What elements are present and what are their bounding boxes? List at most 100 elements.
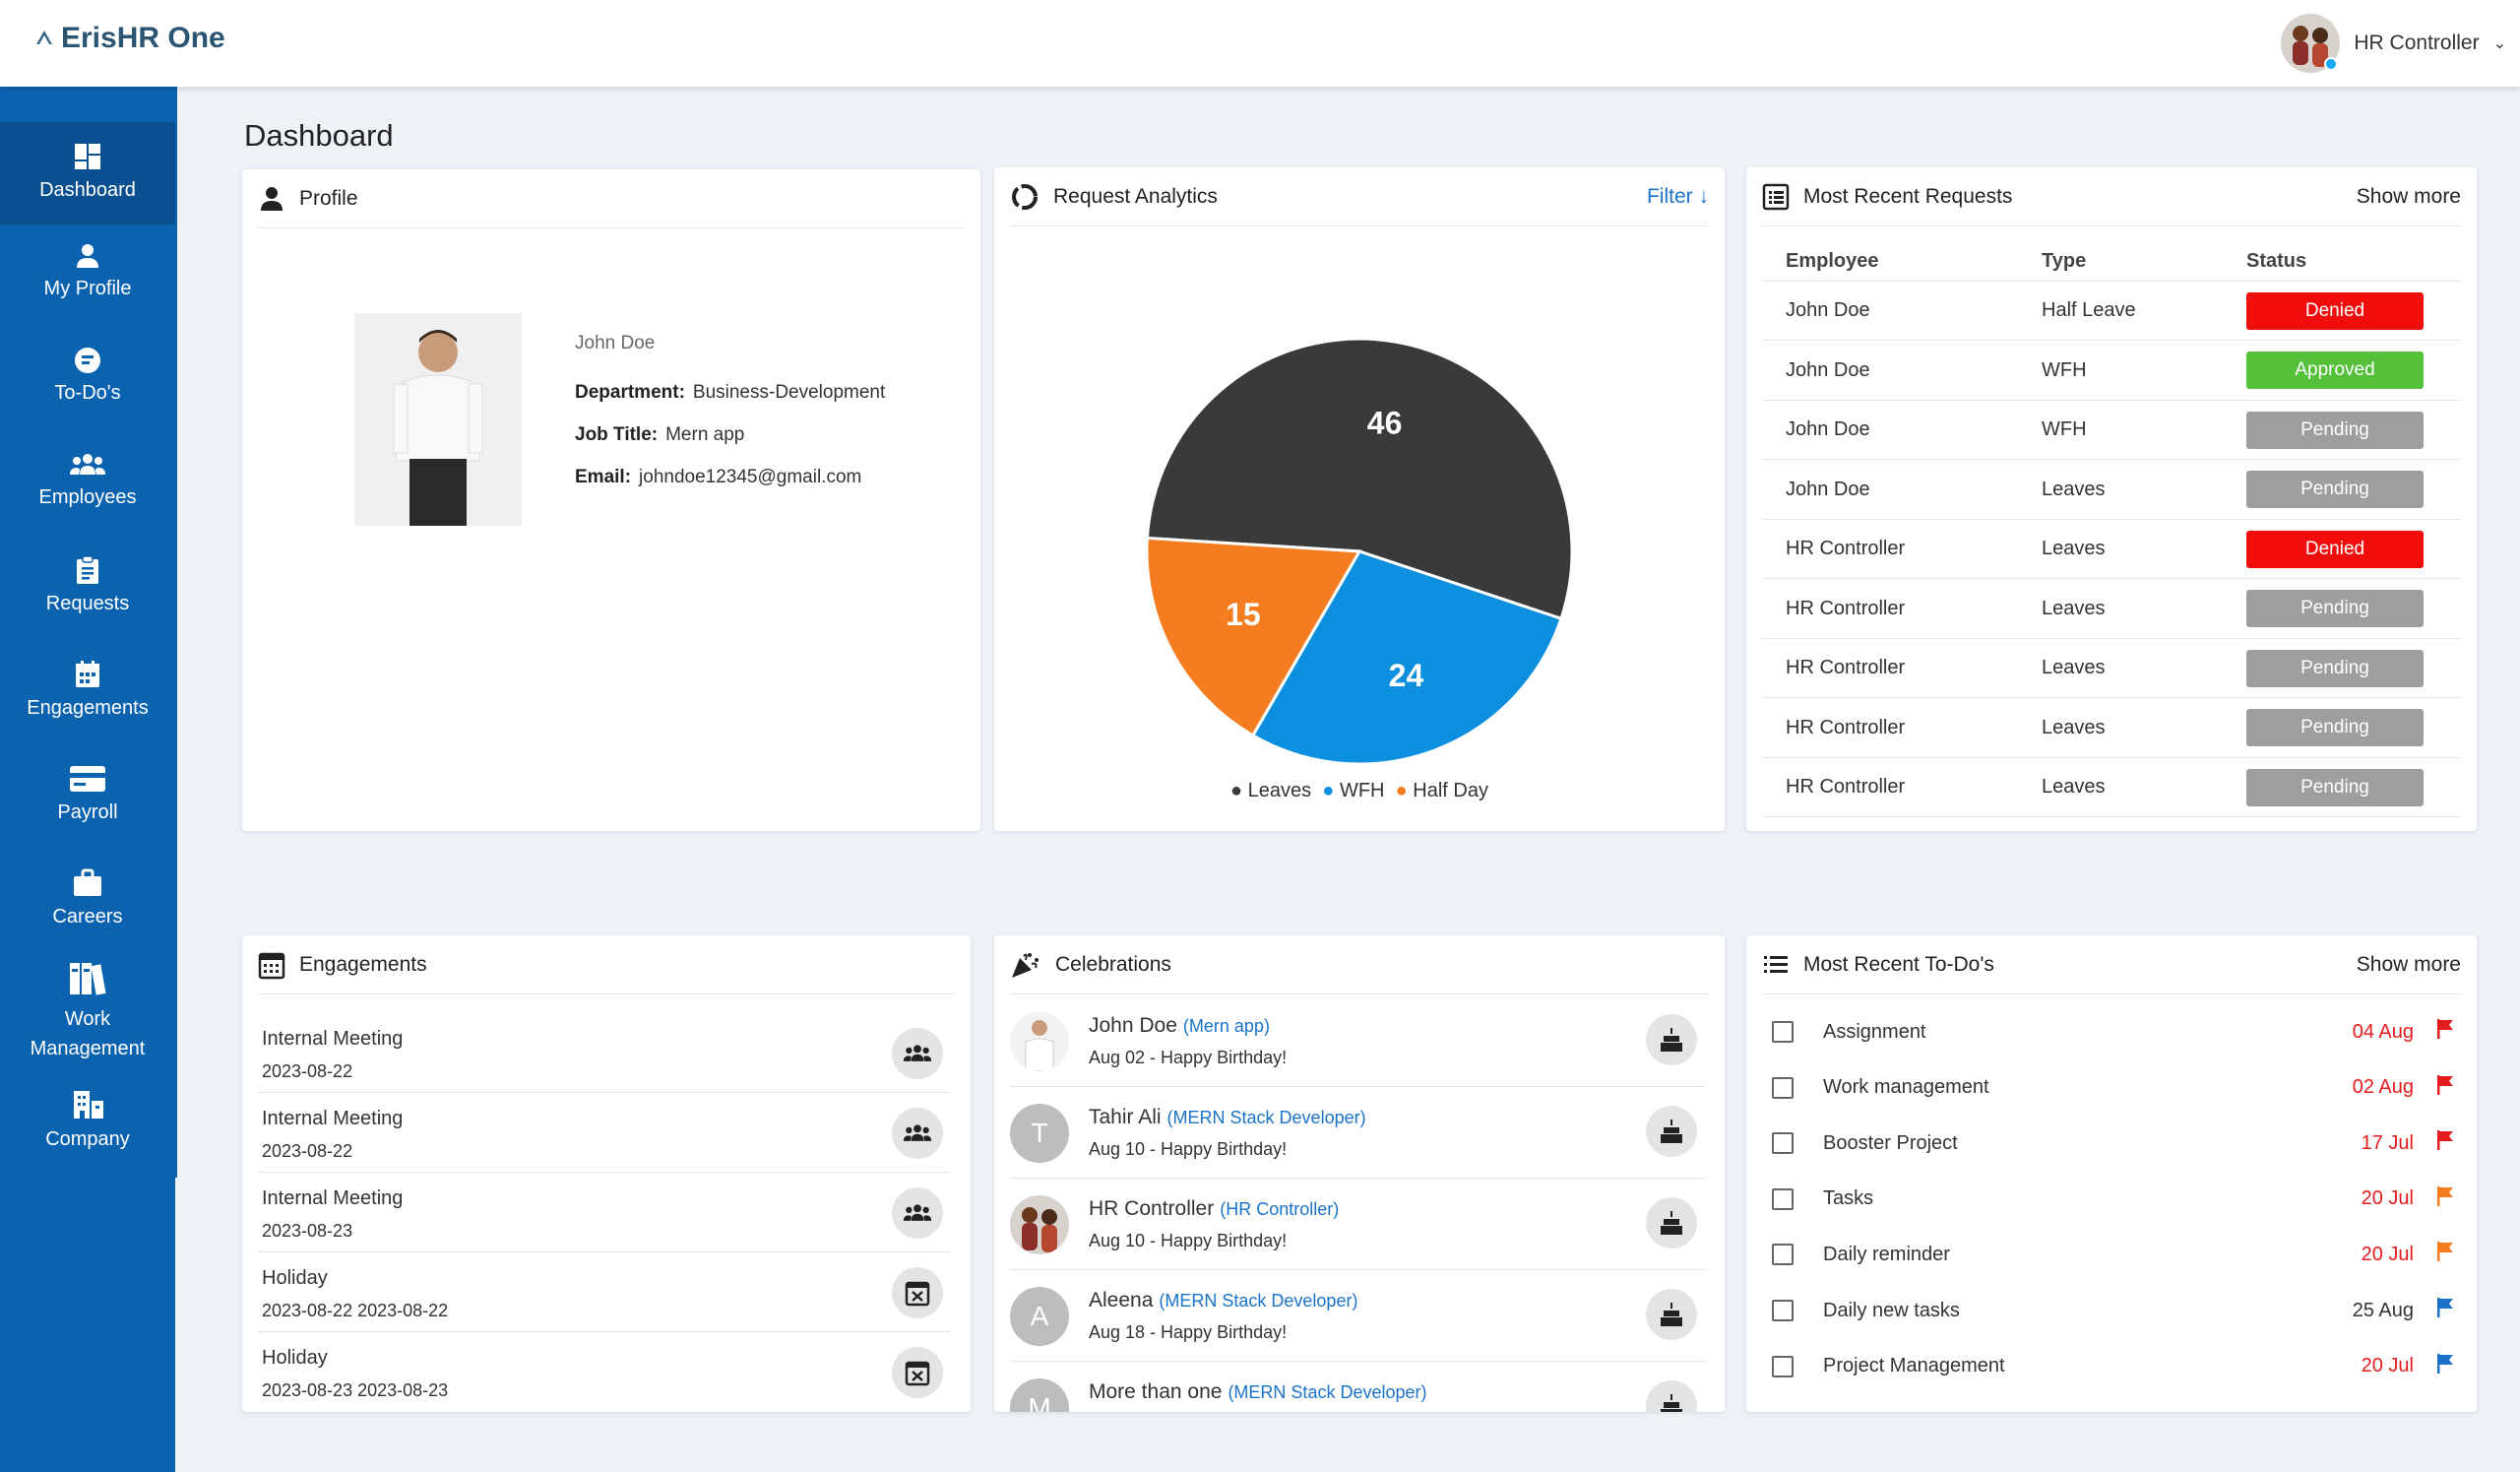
sidebar-item-payroll[interactable]: Payroll <box>0 764 175 824</box>
status-cell: Pending <box>2236 411 2461 449</box>
chevron-down-icon[interactable]: ⌄ <box>2492 35 2506 52</box>
todo-item[interactable]: Project Management 20 Jul <box>1762 1339 2455 1394</box>
todo-checkbox[interactable] <box>1772 1021 1794 1043</box>
cake-button[interactable] <box>1646 1014 1697 1065</box>
status-cell: Denied <box>2236 530 2461 568</box>
todo-checkbox[interactable] <box>1772 1300 1794 1321</box>
avatar[interactable] <box>2281 14 2341 73</box>
todo-item[interactable]: Daily new tasks 25 Aug <box>1762 1283 2455 1338</box>
avatar <box>1010 1195 1069 1254</box>
list-item[interactable]: HR Controller (HR Controller) Aug 10 - Hap… <box>1010 1180 1705 1270</box>
status-cell: Pending <box>2236 649 2461 687</box>
todo-item[interactable]: Assignment 04 Aug <box>1762 1004 2455 1059</box>
pie-slice-leaves[interactable] <box>1145 337 1574 621</box>
list-item[interactable]: John Doe (Mern app) Aug 02 - Happy Birthda… <box>1010 996 1705 1087</box>
calendar-x-button[interactable] <box>892 1347 943 1398</box>
avatar: A <box>1010 1287 1069 1346</box>
list-item[interactable]: Internal Meeting 2023-08-22 <box>258 1014 951 1093</box>
todo-icon <box>75 348 100 373</box>
celebration-detail: Aug 10 - Happy Birthday! <box>1089 1231 1288 1250</box>
table-row[interactable]: John Doe Leaves Pending <box>1762 461 2461 520</box>
show-more-todos-link[interactable]: Show more <box>2356 952 2461 976</box>
user-menu[interactable]: HR Controller ⌄ <box>2281 14 2506 73</box>
group-button[interactable] <box>892 1028 943 1079</box>
flag-icon[interactable] <box>2435 1353 2455 1380</box>
todo-label: Assignment <box>1823 1020 1926 1043</box>
engagement-date: 2023-08-22 2023-08-22 <box>262 1301 449 1320</box>
sidebar-item-requests[interactable]: Requests <box>0 555 175 615</box>
cake-button[interactable] <box>1646 1197 1697 1248</box>
list-item[interactable]: Holiday 2023-08-22 2023-08-22 <box>258 1253 951 1332</box>
flag-icon[interactable] <box>2435 1297 2455 1324</box>
sidebar-item-dashboard[interactable]: Dashboard <box>0 122 175 224</box>
cake-button[interactable] <box>1646 1106 1697 1157</box>
todo-item[interactable]: Work management 02 Aug <box>1762 1060 2455 1116</box>
column-header[interactable]: Status <box>2246 250 2307 272</box>
todo-label: Booster Project <box>1823 1131 1958 1154</box>
flag-icon[interactable] <box>2435 1185 2455 1213</box>
table-row[interactable]: John Doe WFH Approved <box>1762 342 2461 401</box>
sidebar-item-todos[interactable]: To-Do's <box>0 347 175 405</box>
pie-slice-half-day[interactable] <box>1145 536 1362 737</box>
filter-button[interactable]: Filter ↓ <box>1647 185 1709 209</box>
sidebar-item-label: Dashboard <box>39 179 136 201</box>
job-title-label: Job Title: <box>575 424 659 445</box>
list-item[interactable]: T Tahir Ali (MERN Stack Developer) Aug 10 -… <box>1010 1088 1705 1179</box>
sidebar-item-employees[interactable]: Employees <box>0 451 175 509</box>
table-row[interactable]: HR Controller Leaves Denied <box>1762 520 2461 579</box>
table-row[interactable]: HR Controller Leaves Pending <box>1762 580 2461 639</box>
table-row[interactable]: HR Controller Leaves Pending <box>1762 758 2461 817</box>
column-header[interactable]: Type <box>2042 250 2087 272</box>
pie-data-label: 24 <box>1389 658 1424 693</box>
cake-button[interactable] <box>1646 1289 1697 1340</box>
table-row[interactable]: HR Controller Leaves Pending <box>1762 639 2461 698</box>
todo-item[interactable]: Tasks 20 Jul <box>1762 1172 2455 1227</box>
flag-icon[interactable] <box>2435 1241 2455 1268</box>
sidebar-item-my-profile[interactable]: My Profile <box>0 242 175 300</box>
sidebar-item-careers[interactable]: Careers <box>0 868 175 928</box>
engagement-date: 2023-08-23 <box>262 1221 353 1241</box>
table-row[interactable]: John Doe Half Leave Denied <box>1762 282 2461 341</box>
card-header: Profile <box>258 169 965 228</box>
todo-checkbox[interactable] <box>1772 1076 1794 1099</box>
list-item[interactable]: M More than one (MERN Stack Developer) <box>1010 1363 1705 1412</box>
todo-due-date: 02 Aug <box>2352 1076 2414 1099</box>
cake-button[interactable] <box>1646 1380 1697 1412</box>
app-logo[interactable]: ErisHR One <box>33 22 225 55</box>
flag-icon[interactable] <box>2435 1074 2455 1102</box>
list-item[interactable]: Internal Meeting 2023-08-23 <box>258 1174 951 1252</box>
list-item[interactable]: Internal Meeting 2023-08-22 <box>258 1094 951 1173</box>
type-cell: Leaves <box>2042 478 2106 500</box>
sidebar-item-company[interactable]: Company <box>0 1087 175 1151</box>
todo-checkbox[interactable] <box>1772 1132 1794 1155</box>
show-more-requests-link[interactable]: Show more <box>2356 184 2461 208</box>
legend-item-half-day[interactable]: ● Half Day <box>1395 780 1488 801</box>
group-button[interactable] <box>892 1108 943 1159</box>
todo-item[interactable]: Daily reminder 20 Jul <box>1762 1227 2455 1282</box>
status-badge: Pending <box>2246 768 2424 806</box>
flag-icon[interactable] <box>2435 1018 2455 1046</box>
legend-item-wfh[interactable]: ● WFH <box>1322 780 1385 801</box>
chart-legend: ● Leaves ● WFH ● Half Day <box>994 780 1725 802</box>
todo-checkbox[interactable] <box>1772 1244 1794 1266</box>
sidebar-item-engagements[interactable]: Engagements <box>0 660 175 720</box>
sidebar-item-work-management[interactable]: Work Management <box>0 961 175 1063</box>
sidebar-item-label: My Profile <box>43 278 132 299</box>
todo-item[interactable]: Booster Project 17 Jul <box>1762 1116 2455 1171</box>
card-title: Request Analytics <box>1053 184 1218 208</box>
donut-chart-icon <box>1012 183 1038 210</box>
calendar-x-button[interactable] <box>892 1267 943 1318</box>
table-row[interactable]: HR Controller Leaves Pending <box>1762 699 2461 758</box>
flag-icon[interactable] <box>2435 1129 2455 1157</box>
list-item[interactable]: Holiday 2023-08-23 2023-08-23 <box>258 1333 951 1412</box>
todo-checkbox[interactable] <box>1772 1355 1794 1377</box>
todo-checkbox[interactable] <box>1772 1187 1794 1210</box>
legend-item-leaves[interactable]: ● Leaves <box>1230 780 1312 801</box>
table-row[interactable]: John Doe WFH Pending <box>1762 401 2461 460</box>
column-header[interactable]: Employee <box>1786 250 1879 272</box>
celebration-name: More than one (MERN Stack Developer) <box>1089 1380 1427 1404</box>
status-badge: Denied <box>2246 530 2424 568</box>
online-status-dot <box>2324 57 2339 71</box>
group-button[interactable] <box>892 1187 943 1239</box>
list-item[interactable]: A Aleena (MERN Stack Developer) Aug 18 - Ha… <box>1010 1271 1705 1362</box>
